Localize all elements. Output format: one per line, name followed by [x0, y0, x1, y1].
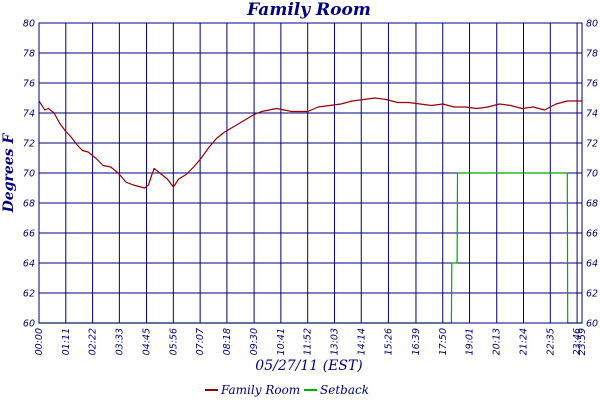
- y-tick-label-left: 68: [23, 199, 35, 210]
- y-axis-label: Degrees F: [1, 133, 17, 214]
- x-tick-label: 23:46: [572, 328, 583, 355]
- y-tick-label-left: 76: [23, 79, 35, 90]
- y-tick-label-right: 66: [586, 229, 598, 240]
- y-tick-label-left: 66: [23, 229, 35, 240]
- y-tick-label-right: 80: [586, 19, 598, 30]
- x-tick-label: 05:56: [168, 328, 179, 355]
- y-tick-label-right: 64: [586, 259, 598, 270]
- y-tick-label-left: 64: [23, 259, 35, 270]
- y-tick-label-right: 78: [586, 49, 598, 60]
- x-tick-label: 00:00: [34, 328, 45, 355]
- x-tick-label: 15:26: [383, 328, 394, 355]
- y-tick-label-left: 72: [23, 139, 35, 150]
- series-layer: [38, 97, 582, 324]
- x-axis: 00:00 01:11 02:22 03:33 04:45 05:56 07:07 08:18…: [34, 328, 588, 355]
- x-tick-label: 23:59: [577, 328, 588, 355]
- y-tick-label-left: 60: [23, 319, 35, 330]
- y-tick-label-left: 78: [23, 49, 35, 60]
- x-tick-label: 04:45: [142, 328, 153, 355]
- x-tick-label: 03:33: [114, 328, 125, 355]
- legend-label-setback: Setback: [320, 383, 369, 397]
- series-line-setback: [39, 172, 582, 324]
- y-tick-label-left: 74: [23, 109, 35, 120]
- x-tick-label: 07:07: [195, 328, 206, 355]
- x-axis-label: 05/27/11 (EST): [255, 358, 362, 374]
- y-tick-label-right: 70: [586, 169, 598, 180]
- x-tick-label: 08:18: [222, 328, 233, 355]
- x-tick-label: 11:52: [303, 328, 314, 355]
- y-tick-label-right: 72: [586, 139, 598, 150]
- x-tick-label: 16:39: [411, 328, 422, 355]
- x-tick-label: 09:30: [249, 328, 260, 355]
- y-tick-label-left: 80: [23, 19, 35, 30]
- y-tick-label-right: 74: [586, 109, 598, 120]
- chart-title: Family Room: [246, 0, 371, 20]
- series-line-family-room: [38, 97, 582, 189]
- x-tick-label: 14:14: [356, 328, 367, 355]
- x-tick-label: 01:11: [61, 328, 72, 355]
- x-tick-label: 17:50: [438, 328, 449, 355]
- x-tick-label: 19:01: [465, 328, 476, 355]
- x-tick-label: 21:24: [519, 328, 530, 355]
- y-tick-label-right: 62: [586, 289, 598, 300]
- legend: Family Room Setback: [205, 383, 369, 397]
- y-tick-label-left: 62: [23, 289, 35, 300]
- y-tick-label-left: 70: [23, 169, 35, 180]
- x-tick-label: 10:41: [276, 328, 287, 355]
- x-tick-label: 20:13: [492, 328, 503, 355]
- legend-label-family-room: Family Room: [220, 383, 300, 397]
- y-axis-left: 60 62 64 66 68 70 72 74 76 78 80: [23, 19, 35, 330]
- y-axis-right: 60 62 64 66 68 70 72 74 76 78 80: [586, 19, 598, 330]
- y-tick-label-right: 60: [586, 319, 598, 330]
- x-tick-label: 13:03: [329, 328, 340, 355]
- x-tick-label: 22:35: [545, 328, 556, 355]
- y-tick-label-right: 68: [586, 199, 598, 210]
- y-tick-label-right: 76: [586, 79, 598, 90]
- x-tick-label: 02:22: [88, 328, 99, 355]
- plot-frame: [38, 22, 583, 324]
